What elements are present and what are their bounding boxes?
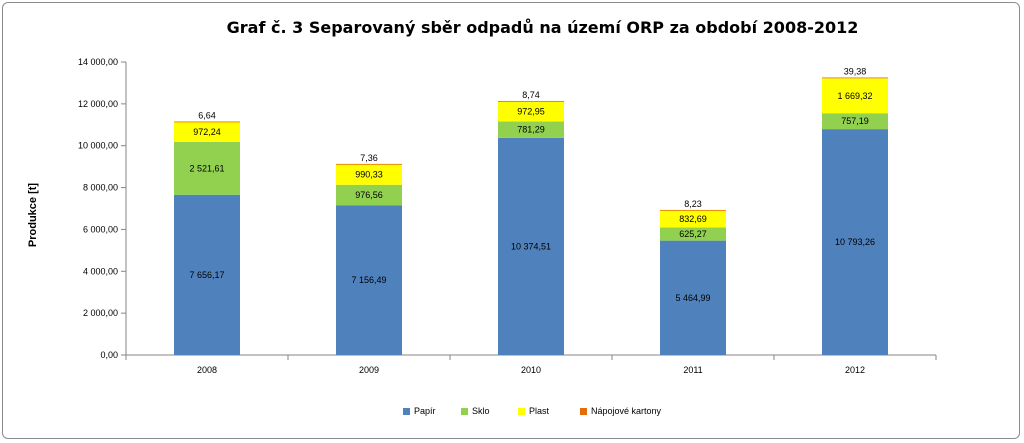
bar-segment bbox=[660, 210, 726, 228]
data-label: 990,33 bbox=[355, 169, 383, 179]
y-tick-label: 14 000,00 bbox=[78, 57, 118, 67]
bar-segment bbox=[336, 163, 402, 165]
x-tick-label: 2008 bbox=[197, 365, 217, 375]
bar-segment bbox=[174, 121, 240, 142]
bar-segment bbox=[660, 209, 726, 211]
legend-swatch bbox=[518, 407, 525, 415]
y-tick-label: 0,00 bbox=[100, 350, 118, 360]
data-label: 972,95 bbox=[517, 106, 545, 116]
legend-label: Nápojové kartony bbox=[591, 406, 662, 416]
data-label: 625,27 bbox=[679, 229, 707, 239]
data-label: 972,24 bbox=[193, 127, 221, 137]
data-label: 8,74 bbox=[522, 90, 540, 100]
legend-swatch bbox=[403, 407, 410, 415]
data-label: 976,56 bbox=[355, 190, 383, 200]
bar-segment bbox=[174, 141, 240, 195]
y-tick-label: 10 000,00 bbox=[78, 141, 118, 151]
data-label: 39,38 bbox=[844, 67, 867, 77]
legend-swatch bbox=[461, 407, 468, 415]
bar-segment bbox=[336, 184, 402, 206]
data-label: 8,23 bbox=[684, 199, 702, 209]
legend-swatch bbox=[580, 407, 587, 415]
legend-item: Sklo bbox=[461, 406, 490, 416]
bar-segment bbox=[498, 137, 564, 355]
bar-segment bbox=[498, 121, 564, 138]
legend-item: Papír bbox=[403, 406, 436, 416]
legend-label: Sklo bbox=[472, 406, 490, 416]
data-label: 781,29 bbox=[517, 125, 545, 135]
x-tick-label: 2009 bbox=[359, 365, 379, 375]
bar-segment bbox=[498, 101, 564, 122]
data-label: 7,36 bbox=[360, 153, 378, 163]
data-label: 2 521,61 bbox=[189, 163, 224, 173]
data-label: 5 464,99 bbox=[675, 293, 710, 303]
y-tick-label: 8 000,00 bbox=[83, 183, 118, 193]
data-label: 1 669,32 bbox=[837, 91, 872, 101]
data-label: 7 156,49 bbox=[351, 275, 386, 285]
y-tick-label: 4 000,00 bbox=[83, 266, 118, 276]
data-label: 832,69 bbox=[679, 214, 707, 224]
bar-segment bbox=[336, 205, 402, 355]
chart-legend: Papír Sklo Plast Nápojové kartony bbox=[0, 406, 1024, 420]
legend-label: Plast bbox=[529, 406, 550, 416]
y-tick-label: 12 000,00 bbox=[78, 99, 118, 109]
data-label: 757,19 bbox=[841, 116, 869, 126]
bar-segment bbox=[822, 113, 888, 130]
y-tick-label: 6 000,00 bbox=[83, 224, 118, 234]
legend-item: Nápojové kartony bbox=[580, 406, 661, 416]
x-tick-label: 2010 bbox=[521, 365, 541, 375]
data-label: 7 656,17 bbox=[189, 270, 224, 280]
data-label: 10 793,26 bbox=[835, 237, 875, 247]
bar-segment bbox=[174, 121, 240, 123]
bar-segment bbox=[660, 227, 726, 241]
legend-item: Plast bbox=[518, 406, 549, 416]
data-label: 6,64 bbox=[198, 111, 216, 121]
bar-segment bbox=[822, 78, 888, 114]
data-label: 10 374,51 bbox=[511, 241, 551, 251]
bar-segment bbox=[822, 129, 888, 355]
x-tick-label: 2011 bbox=[683, 365, 702, 375]
chart-title: Graf č. 3 Separovaný sběr odpadů na územ… bbox=[226, 18, 859, 37]
x-tick-label: 2012 bbox=[845, 365, 865, 375]
bar-segment bbox=[660, 240, 726, 355]
y-tick-label: 2 000,00 bbox=[83, 308, 118, 318]
bar-segment bbox=[822, 77, 888, 79]
bar-segment bbox=[336, 164, 402, 185]
bar-segment bbox=[174, 194, 240, 355]
legend-label: Papír bbox=[414, 406, 436, 416]
bar-segment bbox=[498, 100, 564, 102]
